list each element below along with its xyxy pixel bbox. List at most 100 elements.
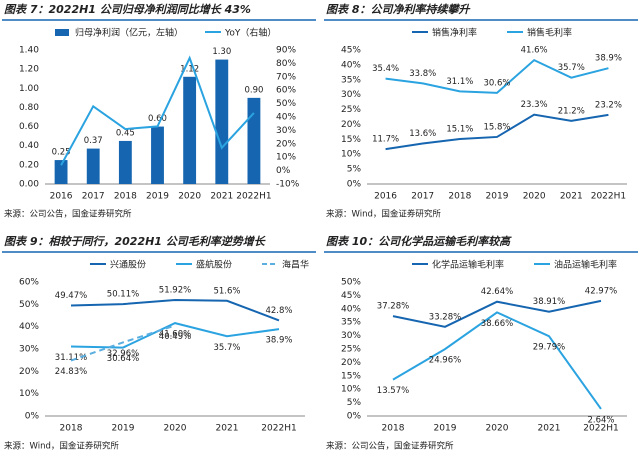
x-tick-label: 2022H1 (236, 192, 271, 202)
bar (54, 160, 68, 184)
series-line (385, 113, 609, 151)
data-label: 51.92% (159, 286, 191, 296)
data-label: 0.25 (52, 148, 71, 158)
data-label: 37.28% (377, 302, 409, 312)
y-tick-label: 35% (341, 318, 361, 328)
y-tick-label: 50% (19, 300, 39, 310)
series-line (70, 324, 176, 362)
x-tick-label: 2018 (114, 192, 137, 202)
data-label: 1.30 (212, 47, 231, 57)
data-label: 38.91% (533, 297, 565, 307)
bar (86, 148, 100, 184)
x-tick-label: 2020 (486, 424, 509, 434)
data-label: 35.7% (213, 343, 240, 353)
legend-label: YoY（右轴） (224, 27, 276, 39)
y-tick-label: 45% (341, 46, 361, 56)
data-label: 38.66% (481, 319, 513, 329)
x-tick-label: 2018 (60, 424, 83, 434)
data-label: 51.6% (213, 286, 240, 296)
y-tick-label: 0.20 (19, 160, 39, 170)
chart-title: 图表 9：相较于同行，2022H1 公司毛利率逆势增长 (4, 235, 266, 248)
x-tick-label: 2021 (216, 424, 239, 434)
y-tick-label: 0.60 (19, 122, 39, 132)
y-tick-label: 15% (341, 135, 361, 145)
y-tick-label: 40% (19, 322, 39, 332)
data-label: 50.11% (107, 290, 139, 300)
bar (215, 59, 229, 185)
x-tick-label: 2021 (560, 192, 583, 202)
data-label: 31.1% (446, 77, 473, 87)
legend-swatch (55, 29, 69, 36)
y2-tick-label: 80% (276, 59, 296, 69)
data-label: 0.37 (84, 136, 103, 146)
y2-tick-label: 90% (276, 46, 296, 56)
data-label: 33.28% (429, 312, 461, 322)
data-label: 15.1% (446, 125, 473, 135)
y-tick-label: 0% (25, 412, 40, 422)
data-label: 23.3% (521, 100, 548, 110)
data-label: 38.9% (265, 336, 292, 346)
y2-tick-label: 60% (276, 86, 296, 96)
y-tick-label: 30% (341, 90, 361, 100)
x-tick-label: 2021 (538, 424, 561, 434)
y-tick-label: 35% (341, 75, 361, 85)
series-line (392, 299, 602, 328)
legend-label: 兴通股份 (110, 259, 146, 271)
series-line (385, 58, 609, 94)
source-note: 来源：公司公告，国金证券研究所 (326, 441, 454, 452)
y2-tick-label: 50% (276, 99, 296, 109)
series-line (392, 311, 602, 410)
series-line (60, 55, 255, 166)
data-label: 41.6% (521, 46, 548, 56)
y-tick-label: 50% (341, 278, 361, 288)
bar (247, 97, 261, 184)
y-tick-label: 10% (341, 150, 361, 160)
y2-tick-label: 20% (276, 139, 296, 149)
y-tick-label: 20% (19, 367, 39, 377)
y-tick-label: 1.40 (19, 46, 39, 56)
data-label: 30.64% (107, 354, 139, 364)
x-tick-label: 2021 (210, 192, 233, 202)
x-tick-label: 2019 (434, 424, 457, 434)
y-tick-label: 10% (19, 389, 39, 399)
y-tick-label: 0.40 (19, 141, 39, 151)
y-tick-label: 1.20 (19, 65, 39, 75)
y2-tick-label: 70% (276, 72, 296, 82)
data-label: 0.60 (148, 114, 167, 124)
bar (183, 76, 197, 184)
x-tick-label: 2017 (411, 192, 434, 202)
y-tick-label: 25% (341, 105, 361, 115)
data-label: 23.2% (595, 100, 622, 110)
y-tick-label: 45% (341, 291, 361, 301)
y2-tick-label: 0% (276, 166, 291, 176)
bar (151, 126, 164, 184)
y-tick-label: 15% (341, 371, 361, 381)
y-tick-label: 5% (347, 398, 362, 408)
data-label: 21.2% (558, 106, 585, 116)
data-label: 13.57% (377, 386, 409, 396)
data-label: 32.96% (107, 349, 139, 359)
data-label: 41.60% (159, 330, 191, 340)
series-line (70, 322, 280, 349)
chart-title: 图表 8：公司净利率持续攀升 (326, 3, 470, 16)
y-tick-label: 20% (341, 358, 361, 368)
legend-label: 销售净利率 (432, 27, 477, 39)
x-tick-label: 2019 (112, 424, 135, 434)
legend-label: 化学品运输毛利率 (432, 259, 504, 271)
y-tick-label: 0% (347, 180, 362, 190)
y-tick-label: 40% (341, 60, 361, 70)
legend-label: 海昌华 (282, 259, 309, 271)
y-tick-label: 0% (347, 412, 362, 422)
series-line (70, 299, 280, 322)
data-label: 35.7% (558, 63, 585, 73)
legend-label: 销售毛利率 (527, 27, 572, 39)
data-label: 40.49% (159, 332, 191, 342)
data-label: 42.64% (481, 287, 513, 297)
data-label: 24.83% (55, 367, 87, 377)
y-tick-label: 30% (341, 331, 361, 341)
x-tick-label: 2016 (50, 192, 73, 202)
data-label: 38.9% (595, 54, 622, 64)
x-tick-label: 2019 (146, 192, 169, 202)
x-tick-label: 2019 (486, 192, 509, 202)
